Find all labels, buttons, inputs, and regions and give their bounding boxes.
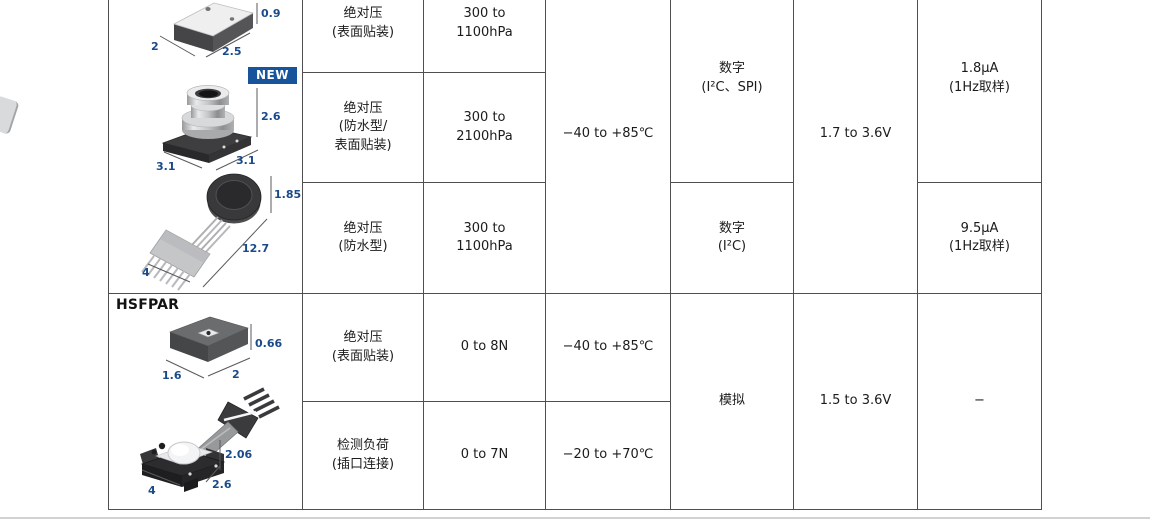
product-image-smd-pressure-sensor: 0.9 2 2.5 bbox=[151, 2, 280, 58]
dim-label-width: 4 bbox=[142, 266, 150, 279]
cell-type-r2: 绝对压 (防水型/ 表面贴装) bbox=[302, 72, 424, 183]
dim-label-depth: 2 bbox=[232, 368, 240, 381]
cell-type-r1: 绝对压 (表面贴装) bbox=[302, 0, 424, 73]
product-image-waterproof-smd-pressure-sensor: 2.6 3.1 3.1 bbox=[156, 85, 281, 173]
product-cell-pressure-sensors: 0.9 2 2.5 NEW bbox=[108, 0, 303, 294]
cell-current-hsfpar: − bbox=[917, 293, 1042, 510]
cell-range-r4: 0 to 8N bbox=[423, 293, 546, 402]
cell-type-r5: 检测负荷 (插口连接) bbox=[302, 401, 424, 510]
dim-label-width: 1.6 bbox=[162, 369, 182, 382]
dim-label-height: 0.9 bbox=[261, 7, 280, 20]
cropped-product-image-fragment bbox=[0, 95, 20, 135]
dim-label-depth: 2.5 bbox=[222, 45, 242, 58]
dim-label-depth: 2.6 bbox=[212, 478, 232, 491]
product-image-connector-force-sensor: 2.06 4 2.6 bbox=[140, 387, 280, 497]
dim-label-width: 3.1 bbox=[156, 160, 176, 173]
cell-output-hsfpar: 模拟 bbox=[670, 293, 794, 510]
sensor-spec-table: 0.9 2 2.5 NEW bbox=[108, 0, 1042, 510]
cell-output-r3: 数字 (I²C) bbox=[670, 182, 794, 294]
cell-range-r1: 300 to 1100hPa bbox=[423, 0, 546, 73]
product-cell-hsfpar: HSFPAR 0.66 1.6 2 bbox=[108, 293, 303, 510]
cell-current-r1-r2: 1.8μA (1Hz取样) bbox=[917, 0, 1042, 183]
cell-temperature-r5: −20 to +70℃ bbox=[545, 401, 671, 510]
cell-output-r1-r2: 数字 (I²C、SPI) bbox=[670, 0, 794, 183]
cell-range-r2: 300 to 2100hPa bbox=[423, 72, 546, 183]
product-image-waterproof-cable-pressure-sensor: 1.85 12.7 4 bbox=[141, 173, 301, 291]
cell-type-r4: 绝对压 (表面贴装) bbox=[302, 293, 424, 402]
dim-label-width: 2 bbox=[151, 40, 159, 53]
dim-label-height: 2.6 bbox=[261, 110, 281, 123]
cell-voltage-hsfpar: 1.5 to 3.6V bbox=[793, 293, 918, 510]
cell-current-r3: 9.5μA (1Hz取样) bbox=[917, 182, 1042, 294]
section-heading-hsfpar: HSFPAR bbox=[116, 297, 180, 313]
cell-range-r3: 300 to 1100hPa bbox=[423, 182, 546, 294]
cell-temperature-r4: −40 to +85℃ bbox=[545, 293, 671, 402]
product-image-smd-force-sensor: 0.66 1.6 2 bbox=[162, 316, 282, 382]
page-bottom-rule bbox=[0, 517, 1150, 519]
cell-type-r3: 绝对压 (防水型) bbox=[302, 182, 424, 294]
dim-label-height: 0.66 bbox=[255, 337, 282, 350]
new-badge: NEW bbox=[248, 67, 297, 84]
dim-label-height: 1.85 bbox=[274, 188, 301, 201]
dim-label-length: 12.7 bbox=[242, 242, 269, 255]
cell-range-r5: 0 to 7N bbox=[423, 401, 546, 510]
dim-label-width: 4 bbox=[148, 484, 156, 497]
cell-temperature-pressure: −40 to +85℃ bbox=[545, 0, 671, 294]
cell-voltage-pressure: 1.7 to 3.6V bbox=[793, 0, 918, 294]
dim-label-depth: 3.1 bbox=[236, 154, 256, 167]
dim-label-height: 2.06 bbox=[225, 448, 252, 461]
